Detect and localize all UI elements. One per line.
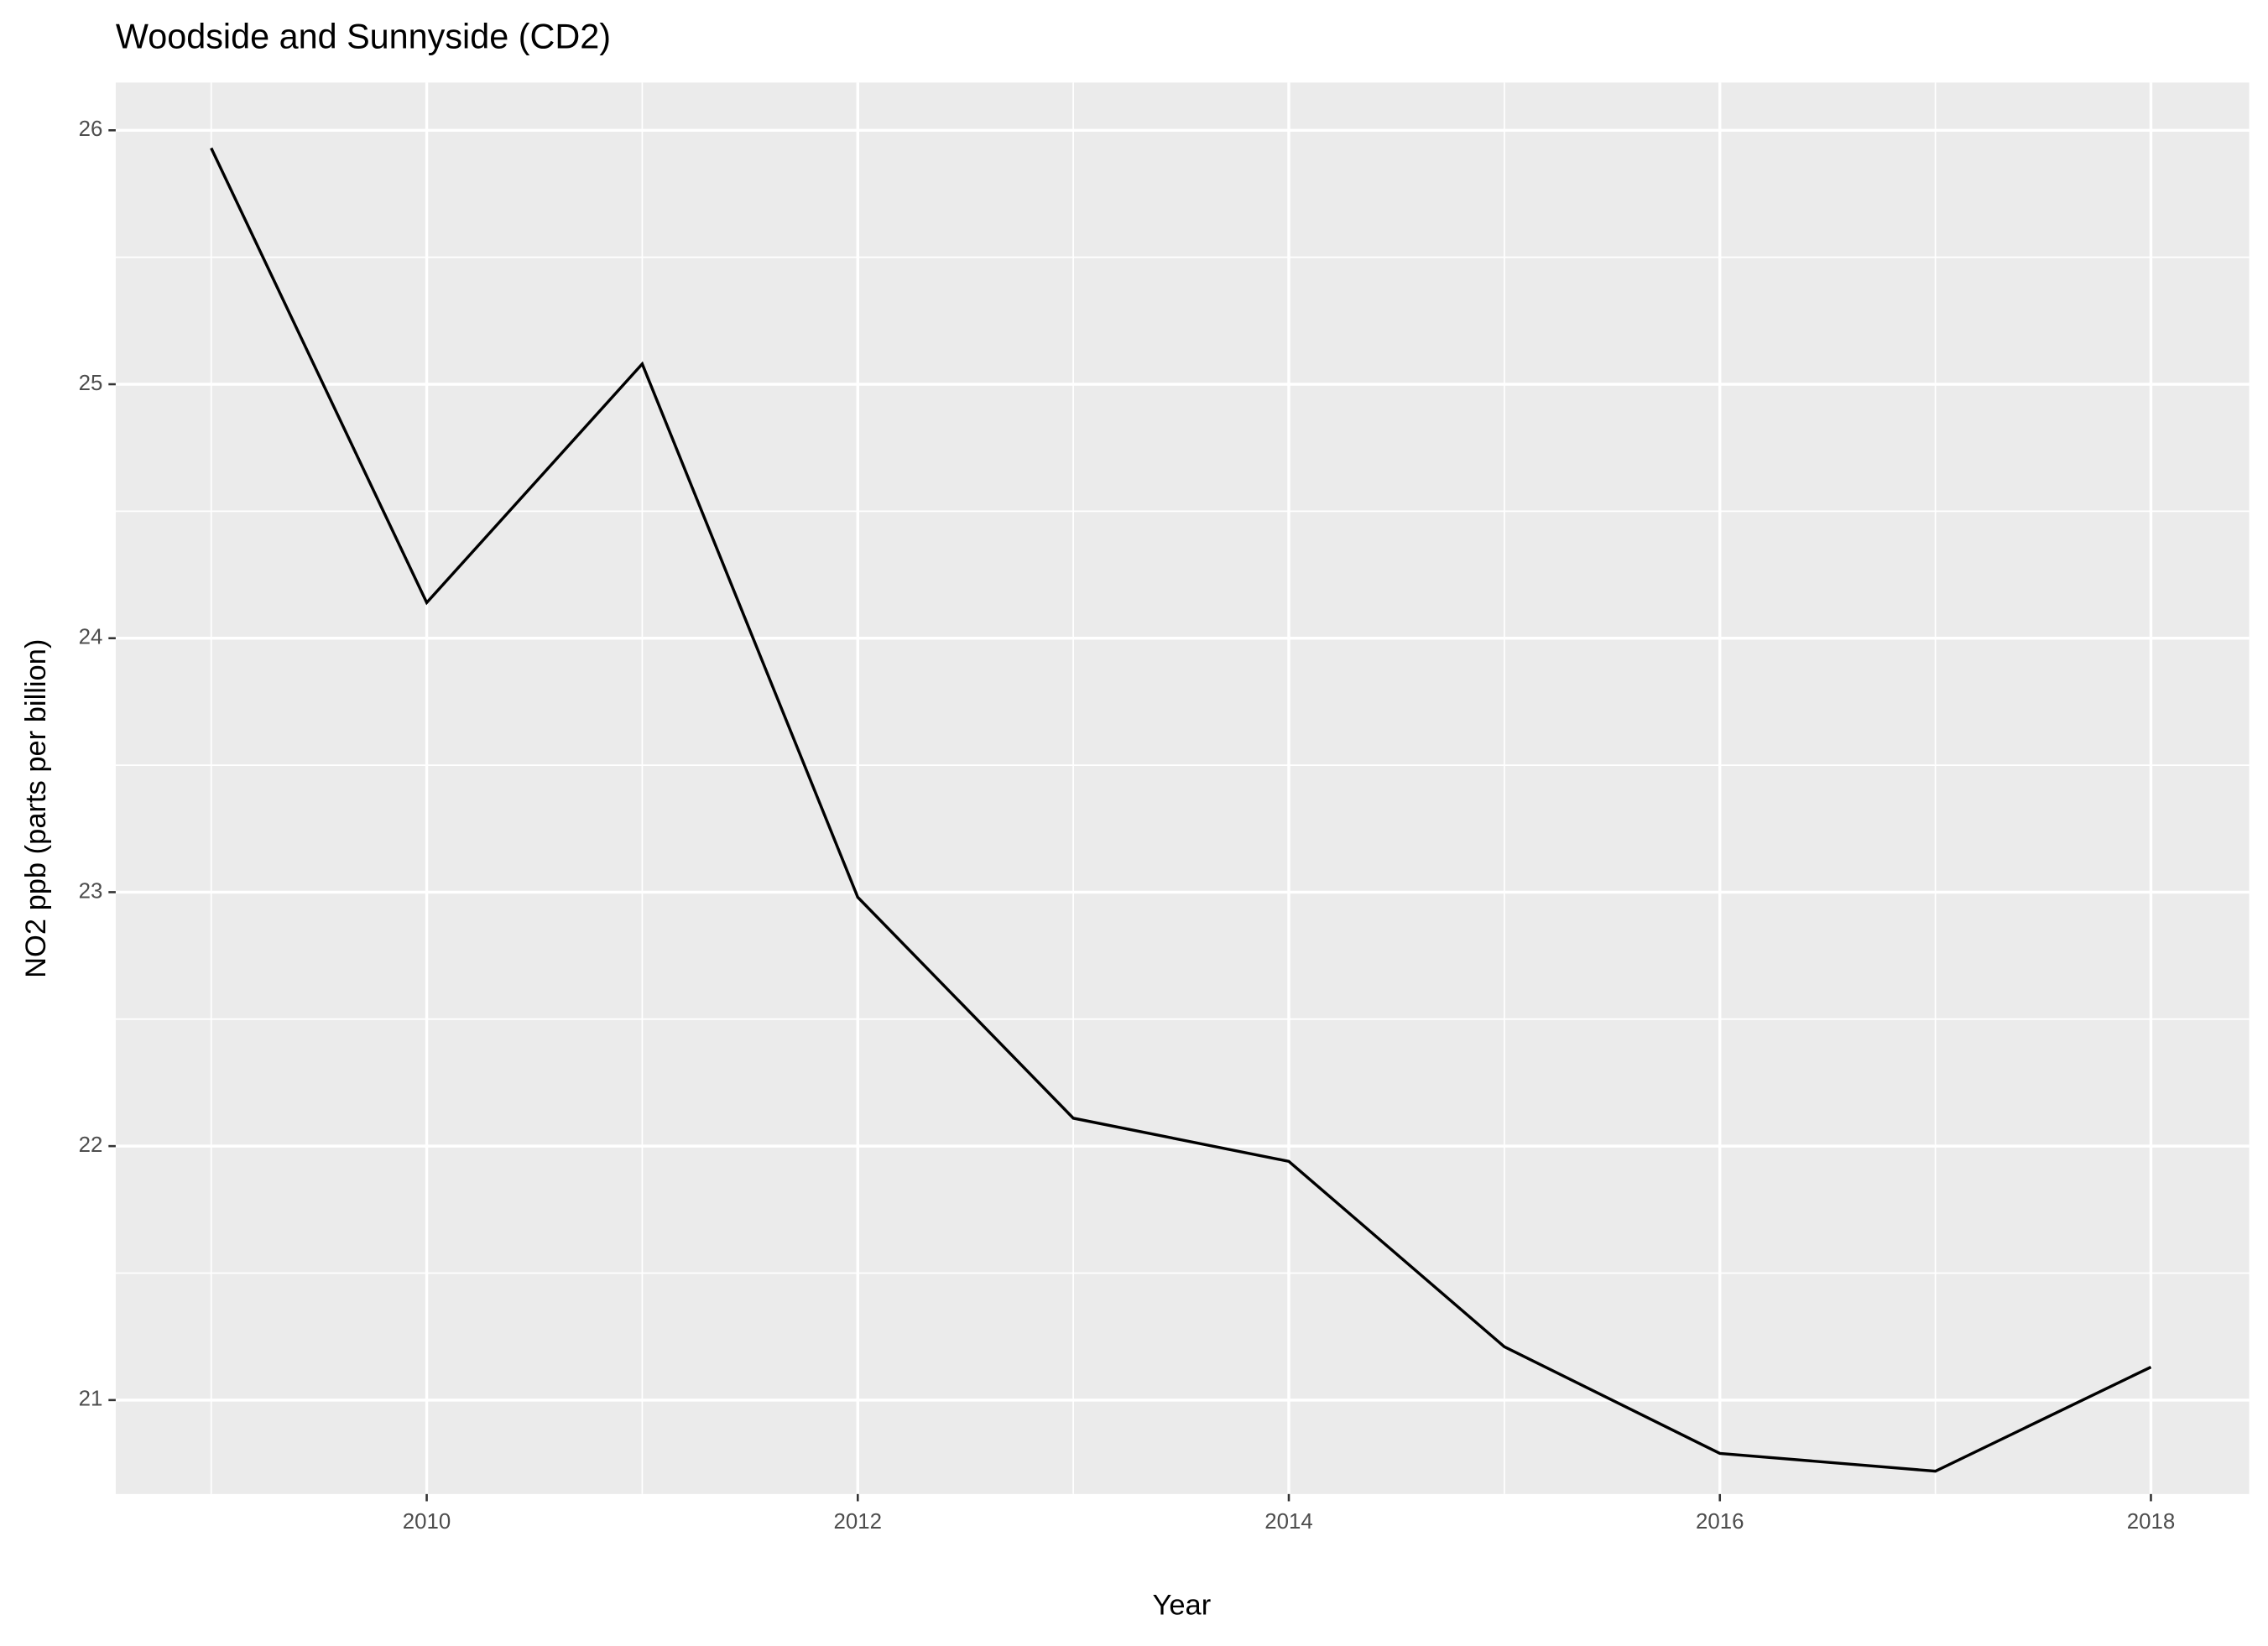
chart-title: Woodside and Sunnyside (CD2) (116, 18, 611, 56)
x-tick-label: 2010 (403, 1510, 451, 1534)
x-tick-label: 2018 (2127, 1510, 2176, 1534)
y-tick-label: 23 (79, 879, 103, 903)
panel (115, 82, 2250, 1494)
x-tick-label: 2016 (1696, 1510, 1744, 1534)
y-tick-label: 21 (79, 1388, 103, 1411)
x-tick-label: 2014 (1264, 1510, 1313, 1534)
y-tick-label: 25 (79, 372, 103, 395)
data-line (210, 147, 2152, 1473)
y-axis-title: NO2 ppb (parts per billion) (20, 639, 52, 978)
y-tick-label: 22 (79, 1133, 103, 1157)
x-tick-label: 2012 (834, 1510, 883, 1534)
y-tick-label: 24 (79, 626, 103, 649)
x-axis-title: Year (1153, 1589, 1212, 1621)
y-tick-label: 26 (79, 117, 103, 141)
